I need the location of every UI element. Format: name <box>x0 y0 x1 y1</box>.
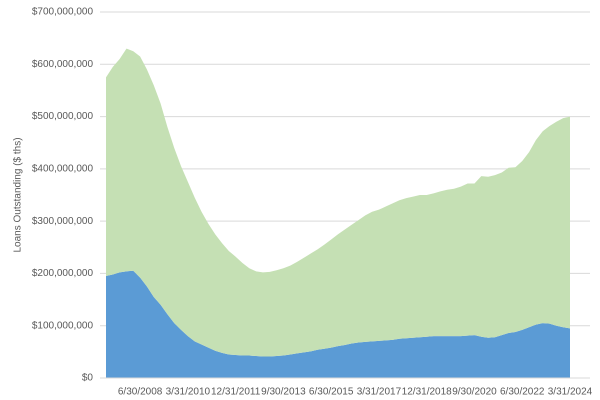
y-tick-label: $300,000,000 <box>32 216 94 227</box>
x-tick-label: 12/31/2011 <box>211 387 261 398</box>
y-tick-label: $0 <box>82 373 94 384</box>
x-tick-label: 6/30/2008 <box>118 387 163 398</box>
y-tick-label: $700,000,000 <box>32 7 94 18</box>
y-axis-label: Loans Outstanding ($ ths) <box>13 137 24 252</box>
area <box>106 270 570 378</box>
area <box>106 48 570 357</box>
y-tick-label: $400,000,000 <box>32 163 94 174</box>
y-tick-label: $500,000,000 <box>32 111 94 122</box>
x-tick-label: 6/30/2022 <box>500 387 545 398</box>
x-tick-label: 3/31/2010 <box>166 387 211 398</box>
x-tick-label: 3/31/2024 <box>548 387 593 398</box>
x-tick-label: 6/30/2015 <box>309 387 354 398</box>
y-tick-label: $100,000,000 <box>32 320 94 331</box>
x-tick-label: 9/30/2020 <box>452 387 497 398</box>
x-tick-label: 3/31/2017 <box>357 387 402 398</box>
y-tick-label: $600,000,000 <box>32 59 94 70</box>
x-tick-label: 9/30/2013 <box>261 387 306 398</box>
x-tick-label: 12/31/2018 <box>402 387 452 398</box>
y-tick-label: $200,000,000 <box>32 268 94 279</box>
